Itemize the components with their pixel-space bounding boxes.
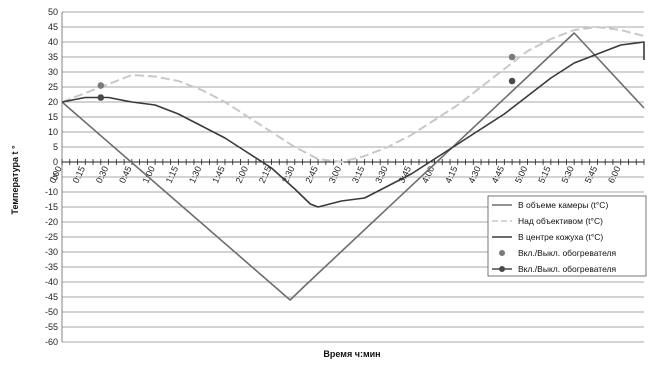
legend-marker [499, 250, 505, 256]
y-tick-label: 15 [48, 112, 58, 122]
x-tick-label: 3:00 [327, 165, 343, 185]
y-axis-label: Температура t ° [10, 145, 20, 215]
heater-marker [509, 78, 516, 85]
y-tick-label: 10 [48, 127, 58, 137]
y-tick-label: -40 [45, 277, 58, 287]
y-tick-label: -10 [45, 187, 58, 197]
heater-marker [98, 94, 105, 101]
y-tick-label: 5 [53, 142, 58, 152]
y-tick-label: -30 [45, 247, 58, 257]
x-tick-label: 5:15 [536, 165, 552, 185]
x-tick-label: 0:45 [117, 165, 133, 185]
y-tick-label: -25 [45, 232, 58, 242]
x-tick-label: 0:00 [47, 165, 63, 185]
x-tick-label: 2:00 [234, 165, 250, 185]
x-tick-label: 1:15 [164, 165, 180, 185]
x-tick-label: 5:45 [583, 165, 599, 185]
y-tick-label: 40 [48, 37, 58, 47]
x-axis-label: Время ч:мин [323, 349, 380, 359]
x-tick-label: 5:00 [513, 165, 529, 185]
y-tick-label: -55 [45, 322, 58, 332]
x-tick-label: 4:15 [443, 165, 459, 185]
x-tick-label: 3:15 [350, 165, 366, 185]
legend-label: Вкл./Выкл. обогревателя [518, 264, 616, 274]
y-tick-label: -50 [45, 307, 58, 317]
x-tick-label: 2:30 [280, 165, 296, 185]
legend-label: В центре кожуха (t°C) [518, 232, 603, 242]
legend-label: В объеме камеры (t°C) [518, 200, 608, 210]
x-tick-label: 5:30 [560, 165, 576, 185]
y-tick-label: -15 [45, 202, 58, 212]
heater-marker [509, 54, 516, 61]
heater-markers [98, 54, 516, 101]
y-tick-label: 45 [48, 22, 58, 32]
x-tick-label: 0:15 [71, 165, 87, 185]
y-tick-label: 50 [48, 7, 58, 17]
y-tick-label: 35 [48, 52, 58, 62]
y-tick-label: 20 [48, 97, 58, 107]
x-tick-label: 2:45 [303, 165, 319, 185]
y-tick-label: -35 [45, 262, 58, 272]
x-tick-label: 0:30 [94, 165, 110, 185]
y-tick-label: -60 [45, 337, 58, 347]
x-tick-labels: 0:00 0:15 0:30 0:45 1:00 1:15 1:30 1:45 2:00 2:15… [47, 165, 622, 185]
x-tick-label: 1:30 [187, 165, 203, 185]
x-tick-label: 1:45 [210, 165, 226, 185]
legend-label: Над объективом (t°C) [518, 216, 603, 226]
x-tick-label: 4:45 [490, 165, 506, 185]
y-tick-label: -45 [45, 292, 58, 302]
legend: В объеме камеры (t°C) Над объективом (t°C… [488, 196, 646, 276]
y-tick-label: 30 [48, 67, 58, 77]
legend-marker [499, 266, 505, 272]
heater-marker [98, 82, 105, 89]
x-tick-label: 3:30 [373, 165, 389, 185]
y-tick-label: 25 [48, 82, 58, 92]
legend-label: Вкл./Выкл. обогревателя [518, 248, 616, 258]
x-tick-label: 4:30 [466, 165, 482, 185]
y-tick-label: -20 [45, 217, 58, 227]
x-tick-label: 6:00 [606, 165, 622, 185]
series-line-2 [62, 27, 644, 162]
